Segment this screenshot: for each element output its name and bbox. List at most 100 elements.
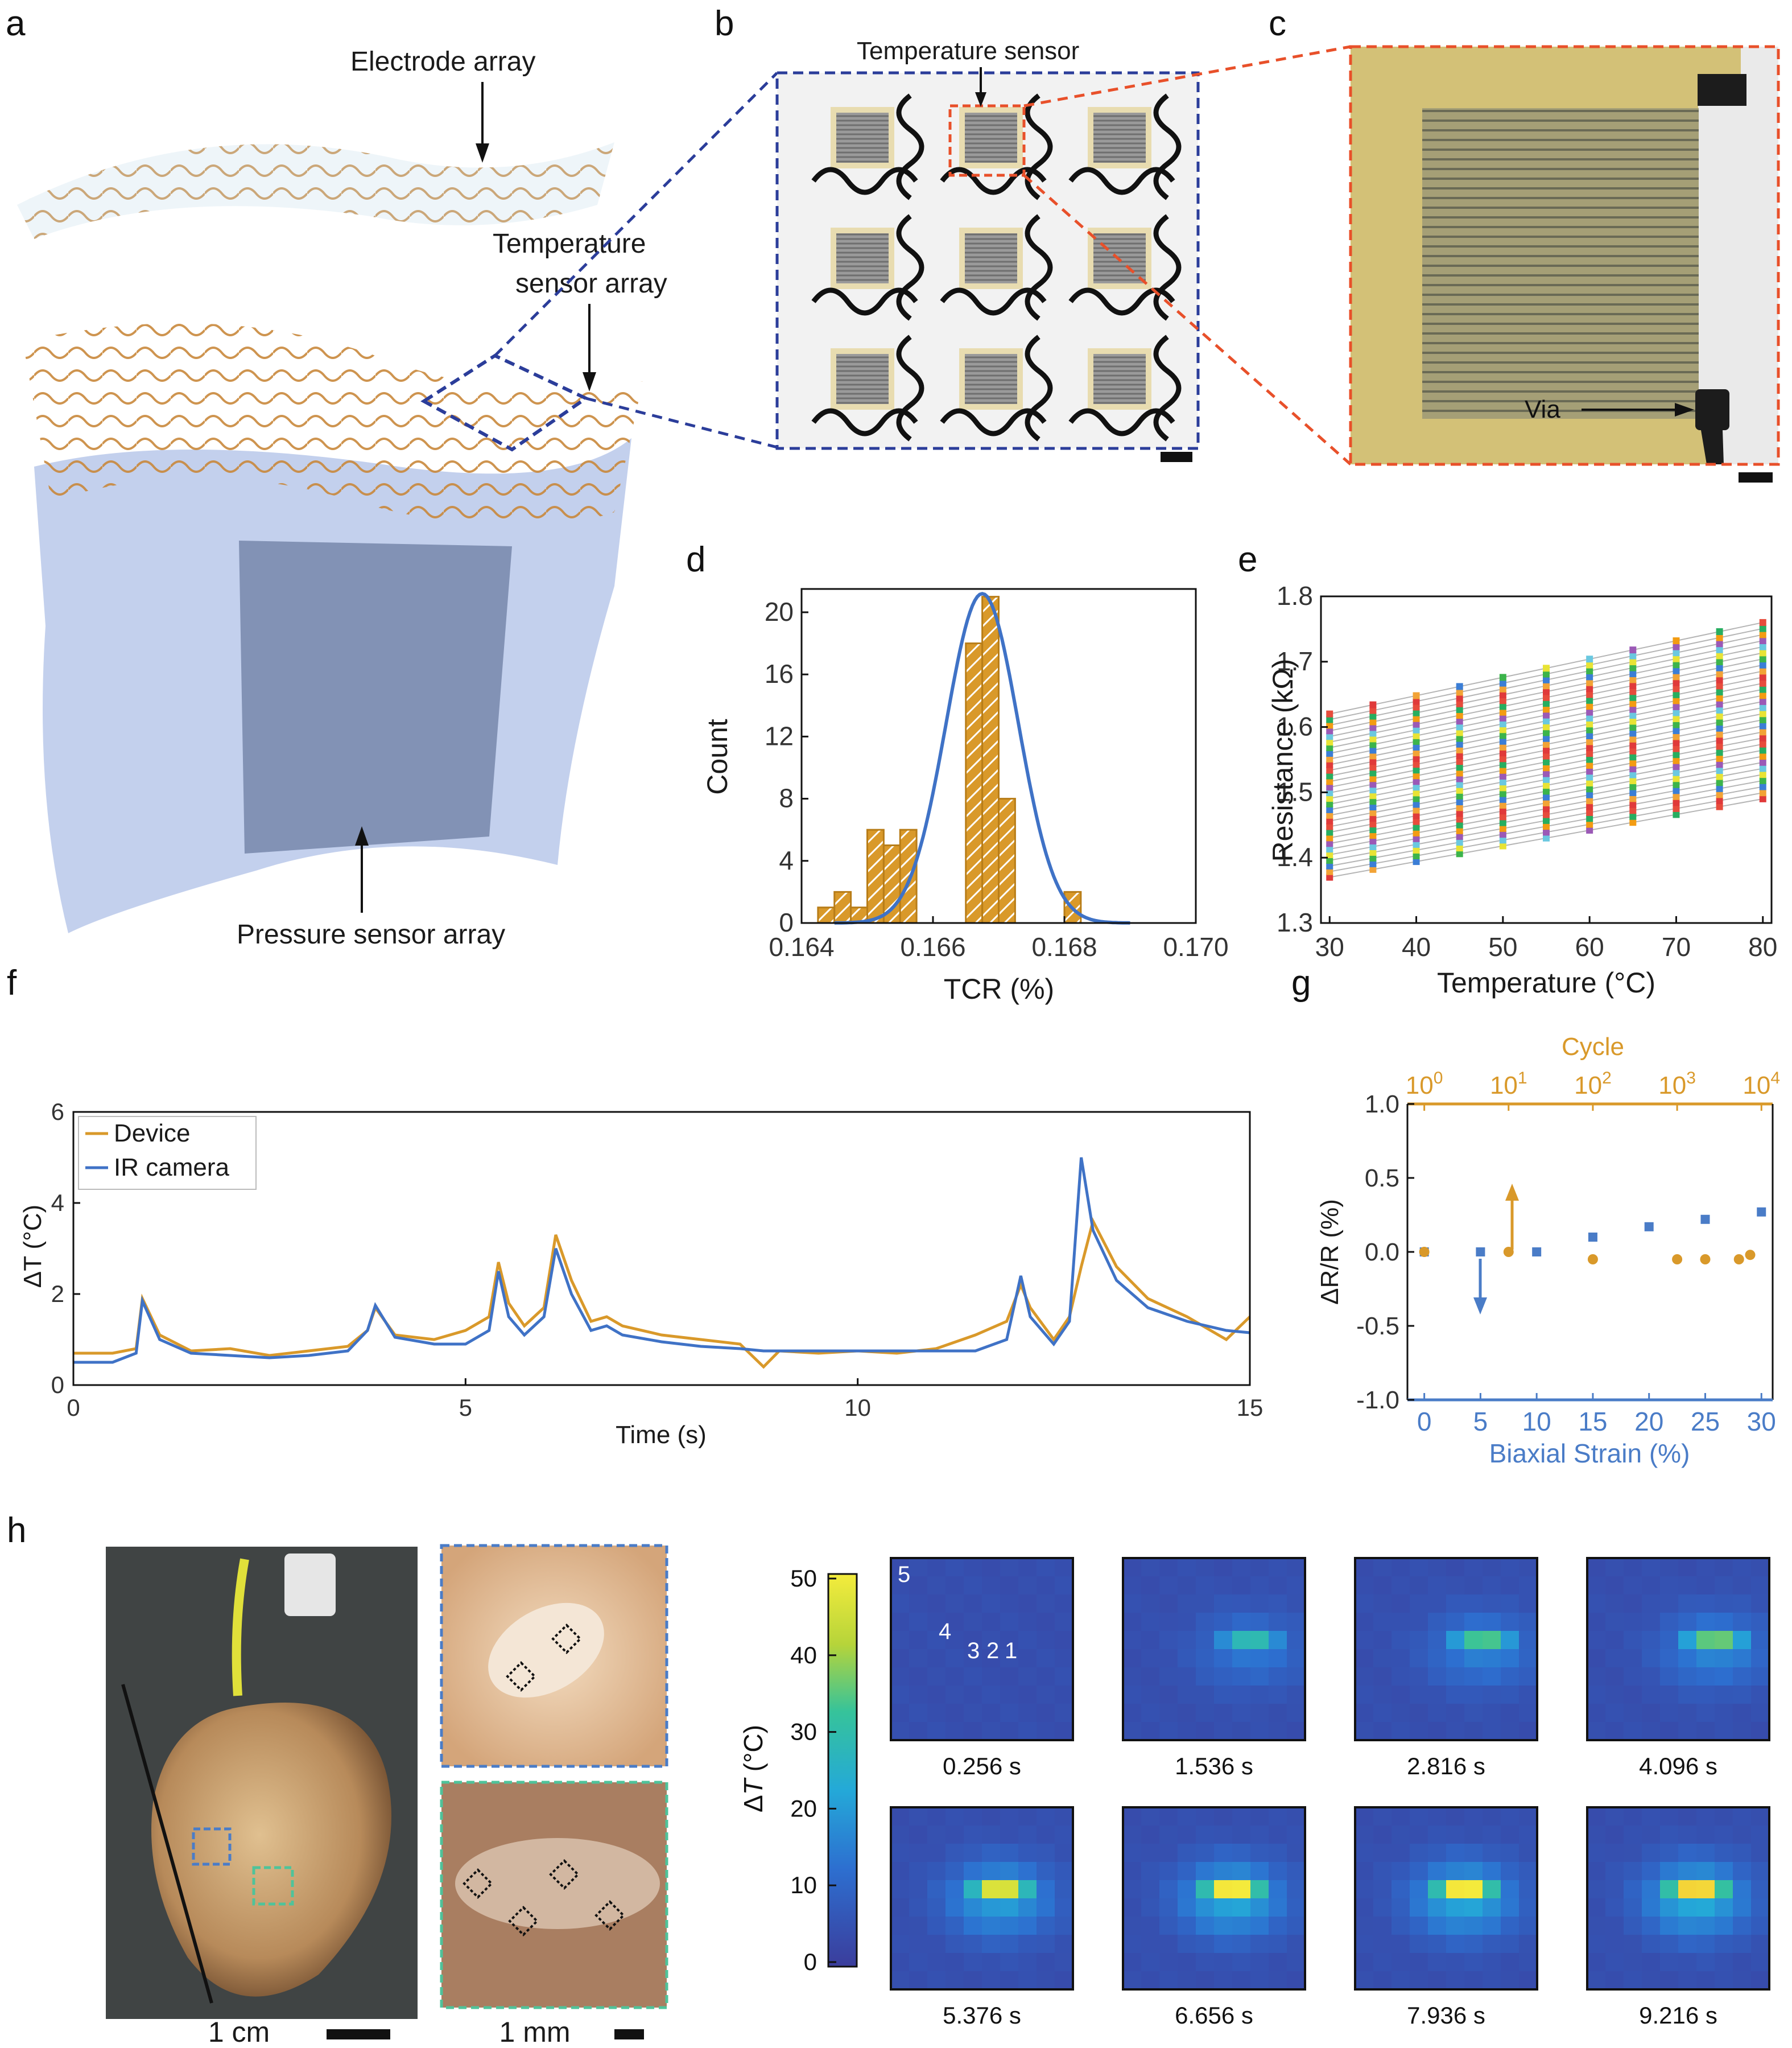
heatmap-cell [927,1558,946,1577]
heatmap-cell [1733,1898,1752,1917]
heatmap-cell [1232,1613,1251,1631]
heatmap-cell [1250,1935,1269,1954]
data-point [1499,842,1506,850]
heatmap-cell [1055,1862,1073,1881]
heatmap-cell [1428,1649,1447,1668]
heatmap-cell [1287,1686,1306,1704]
data-point [1586,821,1593,828]
heatmap-cell [1178,1594,1196,1613]
heatmap-cell [1696,1613,1715,1631]
heatmap-cell [1373,1576,1392,1595]
heatmap-cell [1037,1898,1055,1917]
heatmap-frame [1122,1806,1306,1991]
heatmap-cell [1250,1807,1269,1826]
heatmap-cell [1287,1649,1306,1668]
data-point [1586,673,1593,681]
heatmap-cell [1410,1917,1428,1935]
data-point [1673,697,1680,704]
data-point [1629,718,1637,725]
heatmap-cell [964,1594,982,1613]
heatmap-cell [1159,1898,1178,1917]
heatmap-cell [1410,1558,1428,1577]
heatmap-cell [1733,1576,1752,1595]
heatmap-cell [945,1971,964,1990]
data-point [1629,652,1637,660]
heatmap-cell [1037,1880,1055,1899]
sensor-meander [836,233,889,283]
heatmap-cell [964,1953,982,1972]
data-point [1543,717,1550,724]
heatmap-cell [1018,1935,1037,1954]
heatmap-cell [1018,1704,1037,1723]
data-point [1759,667,1766,675]
heatmap-cell [1751,1576,1770,1595]
data-point [1326,873,1333,881]
heatmap-cell [1355,1971,1374,1990]
heatmap-cell [945,1917,964,1935]
label-temperature-line1: Temperature [493,229,646,259]
heatmap-cell [1624,1558,1642,1577]
heatmap-cell [1624,1722,1642,1741]
heatmap-cell [1355,1826,1374,1844]
heatmap-cell [927,1917,946,1935]
heatmap-cell [1410,1649,1428,1668]
heatmap-cell [1037,1594,1055,1613]
y-tick-label: 12 [765,721,794,751]
x-tick-label: 0.166 [900,932,965,962]
heatmap-cell [1123,1667,1142,1686]
heatmap-cell [891,1826,910,1844]
heatmap-cell [1660,1631,1679,1650]
heatmap-cell [982,1898,1001,1917]
heatmap-cell [1483,1807,1501,1826]
heatmap-cell [1501,1935,1520,1954]
heatmap-cell [1178,1917,1196,1935]
chart-g-top-label: Cycle [1562,1033,1624,1061]
heatmap-cell [1410,1880,1428,1899]
heatmap-cell [1660,1898,1679,1917]
data-point [1586,797,1593,805]
serpentine-wire [1068,408,1175,436]
y-tick-label: 1.5 [1277,777,1313,806]
heatmap-cell [1410,1704,1428,1723]
heatmap-frame [890,1557,1074,1741]
heatmap-cell [1501,1704,1520,1723]
data-point [1499,767,1506,774]
data-point [1673,709,1680,716]
data-point [1543,700,1550,707]
heatmap-cell [1287,1953,1306,1972]
heatmap-cell [1392,1898,1410,1917]
chart-g-ylabel: ΔR/R (%) [1316,1199,1344,1305]
heatmap-cell [1501,1826,1520,1844]
serpentine-wire [1025,335,1053,442]
heatmap-cell [1733,1953,1752,1972]
heatmap-cell [1373,1722,1392,1741]
heatmap-cell [1214,1826,1233,1844]
heatmap-cell [1446,1880,1465,1899]
data-point [1759,716,1766,723]
data-point [1326,800,1333,807]
heatmap-cell [964,1613,982,1631]
sensor-meander [965,354,1017,404]
x-tick-label: 30 [1747,1407,1776,1436]
heatmap-cell [1000,1953,1019,1972]
heatmap-cell [1141,1807,1160,1826]
heatmap-cell [1178,1576,1196,1595]
panel-a-illustration: Electrode array Temperature sensor array… [17,47,667,950]
top-tick-label: 103 [1658,1069,1696,1099]
heatmap-cell [1624,1880,1642,1899]
heatmap-cell [1392,1613,1410,1631]
heatmap-cell [1250,1722,1269,1741]
data-point [1716,791,1723,798]
sensor-marker [463,1868,493,1899]
heatmap-cell [1373,1558,1392,1577]
series-device [73,1217,1251,1369]
data-point [1543,665,1550,672]
heatmap-cell [1123,1898,1142,1917]
data-point [1629,694,1637,701]
heatmap-cell [1605,1971,1624,1990]
heatmap-cell [1751,1722,1770,1741]
heatmap-cell [1141,1558,1160,1577]
heatmap-cell [945,1722,964,1741]
heatmap-cell [927,1594,946,1613]
heatmap-cell [1501,1917,1520,1935]
